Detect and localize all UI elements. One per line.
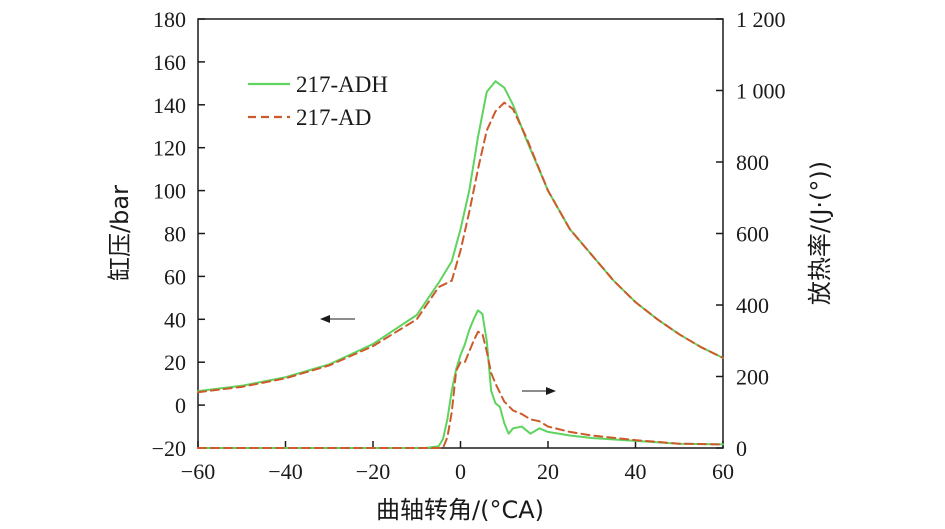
- y-right-tick-label: 1 000: [736, 79, 786, 104]
- y-right-tick-label: 200: [736, 365, 769, 390]
- y-left-tick-label: 40: [164, 307, 186, 332]
- series-217-adh-heat-release-line: [197, 309, 724, 449]
- y-right-tick-label: 800: [736, 150, 769, 175]
- y-right-tick-label: 400: [736, 293, 769, 318]
- x-tick-label: −20: [356, 459, 390, 484]
- y-left-tick-label: 180: [153, 7, 186, 32]
- y-left-axis-title: 缸压/bar: [106, 185, 134, 281]
- y-right-axis-title: 放热率/(J·(°)): [806, 161, 834, 305]
- y-left-tick-label: 100: [153, 179, 186, 204]
- x-axis-ticks: −60 −40 −20 0 20 40 60: [181, 441, 734, 484]
- series-layer: [197, 80, 724, 449]
- y-left-axis-ticks: −20 0 20 40 60 80 100 120 140 160 180: [152, 7, 205, 461]
- y-left-tick-label: 80: [164, 222, 186, 247]
- y-right-tick-label: 1 200: [736, 7, 786, 32]
- y-left-tick-label: 160: [153, 50, 186, 75]
- series-217-ad-heat-release-line: [197, 330, 724, 449]
- y-left-tick-label: 60: [164, 264, 186, 289]
- y-right-tick-label: 0: [736, 436, 747, 461]
- right-axis-arrow: [522, 387, 556, 395]
- y-left-tick-label: −20: [152, 436, 186, 461]
- y-left-tick-label: 140: [153, 93, 186, 118]
- y-left-tick-label: 20: [164, 350, 186, 375]
- x-tick-label: −40: [268, 459, 302, 484]
- series-217-ad-pressure-line: [197, 101, 724, 394]
- legend-label-ad: 217-AD: [296, 105, 371, 130]
- x-tick-label: 60: [712, 459, 734, 484]
- series-217-adh-pressure-line: [197, 80, 724, 393]
- legend-label-adh: 217-ADH: [296, 72, 388, 97]
- x-axis-title: 曲轴转角/(°CA): [376, 496, 544, 524]
- y-left-tick-label: 0: [175, 393, 186, 418]
- legend: 217-ADH 217-AD: [248, 72, 388, 130]
- x-tick-label: 40: [625, 459, 647, 484]
- x-tick-label: 20: [537, 459, 559, 484]
- x-tick-label: 0: [455, 459, 466, 484]
- x-tick-label: −60: [181, 459, 215, 484]
- y-right-axis-ticks: 0 200 400 600 800 1 000 1 200: [716, 7, 786, 461]
- y-right-tick-label: 600: [736, 222, 769, 247]
- left-axis-arrow: [320, 315, 355, 323]
- y-left-tick-label: 120: [153, 136, 186, 161]
